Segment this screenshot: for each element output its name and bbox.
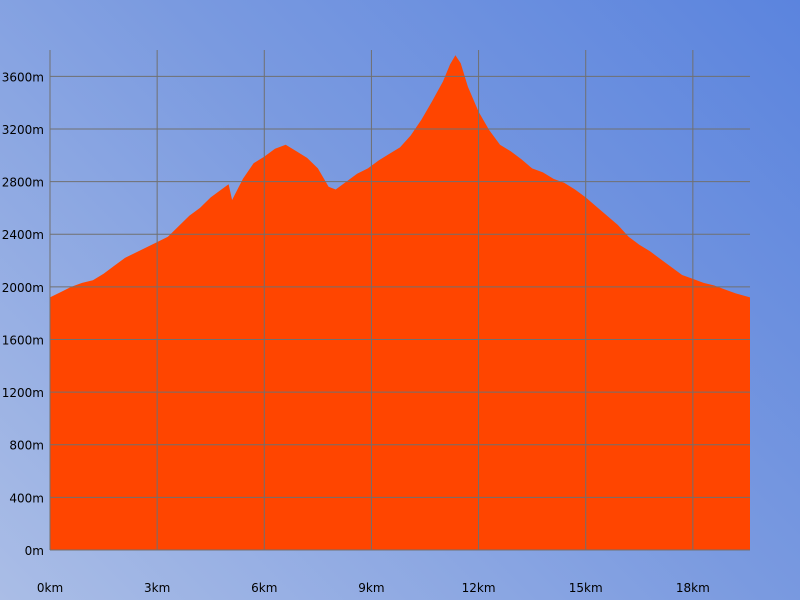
x-tick-label: 6km: [251, 581, 277, 595]
x-axis-labels: 0km 3km 6km 9km 12km 15km 18km: [37, 581, 710, 595]
y-tick-label: 0m: [25, 544, 44, 558]
x-tick-label: 12km: [462, 581, 496, 595]
y-tick-label: 1600m: [2, 333, 44, 347]
y-axis-labels: 0m 400m 800m 1200m 1600m 2000m 2400m 2800m 3200m…: [2, 70, 44, 558]
y-tick-label: 2400m: [2, 228, 44, 242]
y-tick-label: 2800m: [2, 176, 44, 190]
x-tick-label: 0km: [37, 581, 63, 595]
elevation-area: [50, 55, 750, 551]
chart-grid: [49, 50, 750, 551]
y-tick-label: 800m: [9, 439, 44, 453]
x-tick-label: 18km: [676, 581, 710, 595]
x-tick-label: 9km: [358, 581, 384, 595]
y-tick-label: 1200m: [2, 386, 44, 400]
y-tick-label: 2000m: [2, 281, 44, 295]
y-tick-label: 3200m: [2, 123, 44, 137]
x-tick-label: 15km: [569, 581, 603, 595]
y-tick-label: 400m: [9, 491, 44, 505]
y-tick-label: 3600m: [2, 70, 44, 84]
x-tick-label: 3km: [144, 581, 170, 595]
